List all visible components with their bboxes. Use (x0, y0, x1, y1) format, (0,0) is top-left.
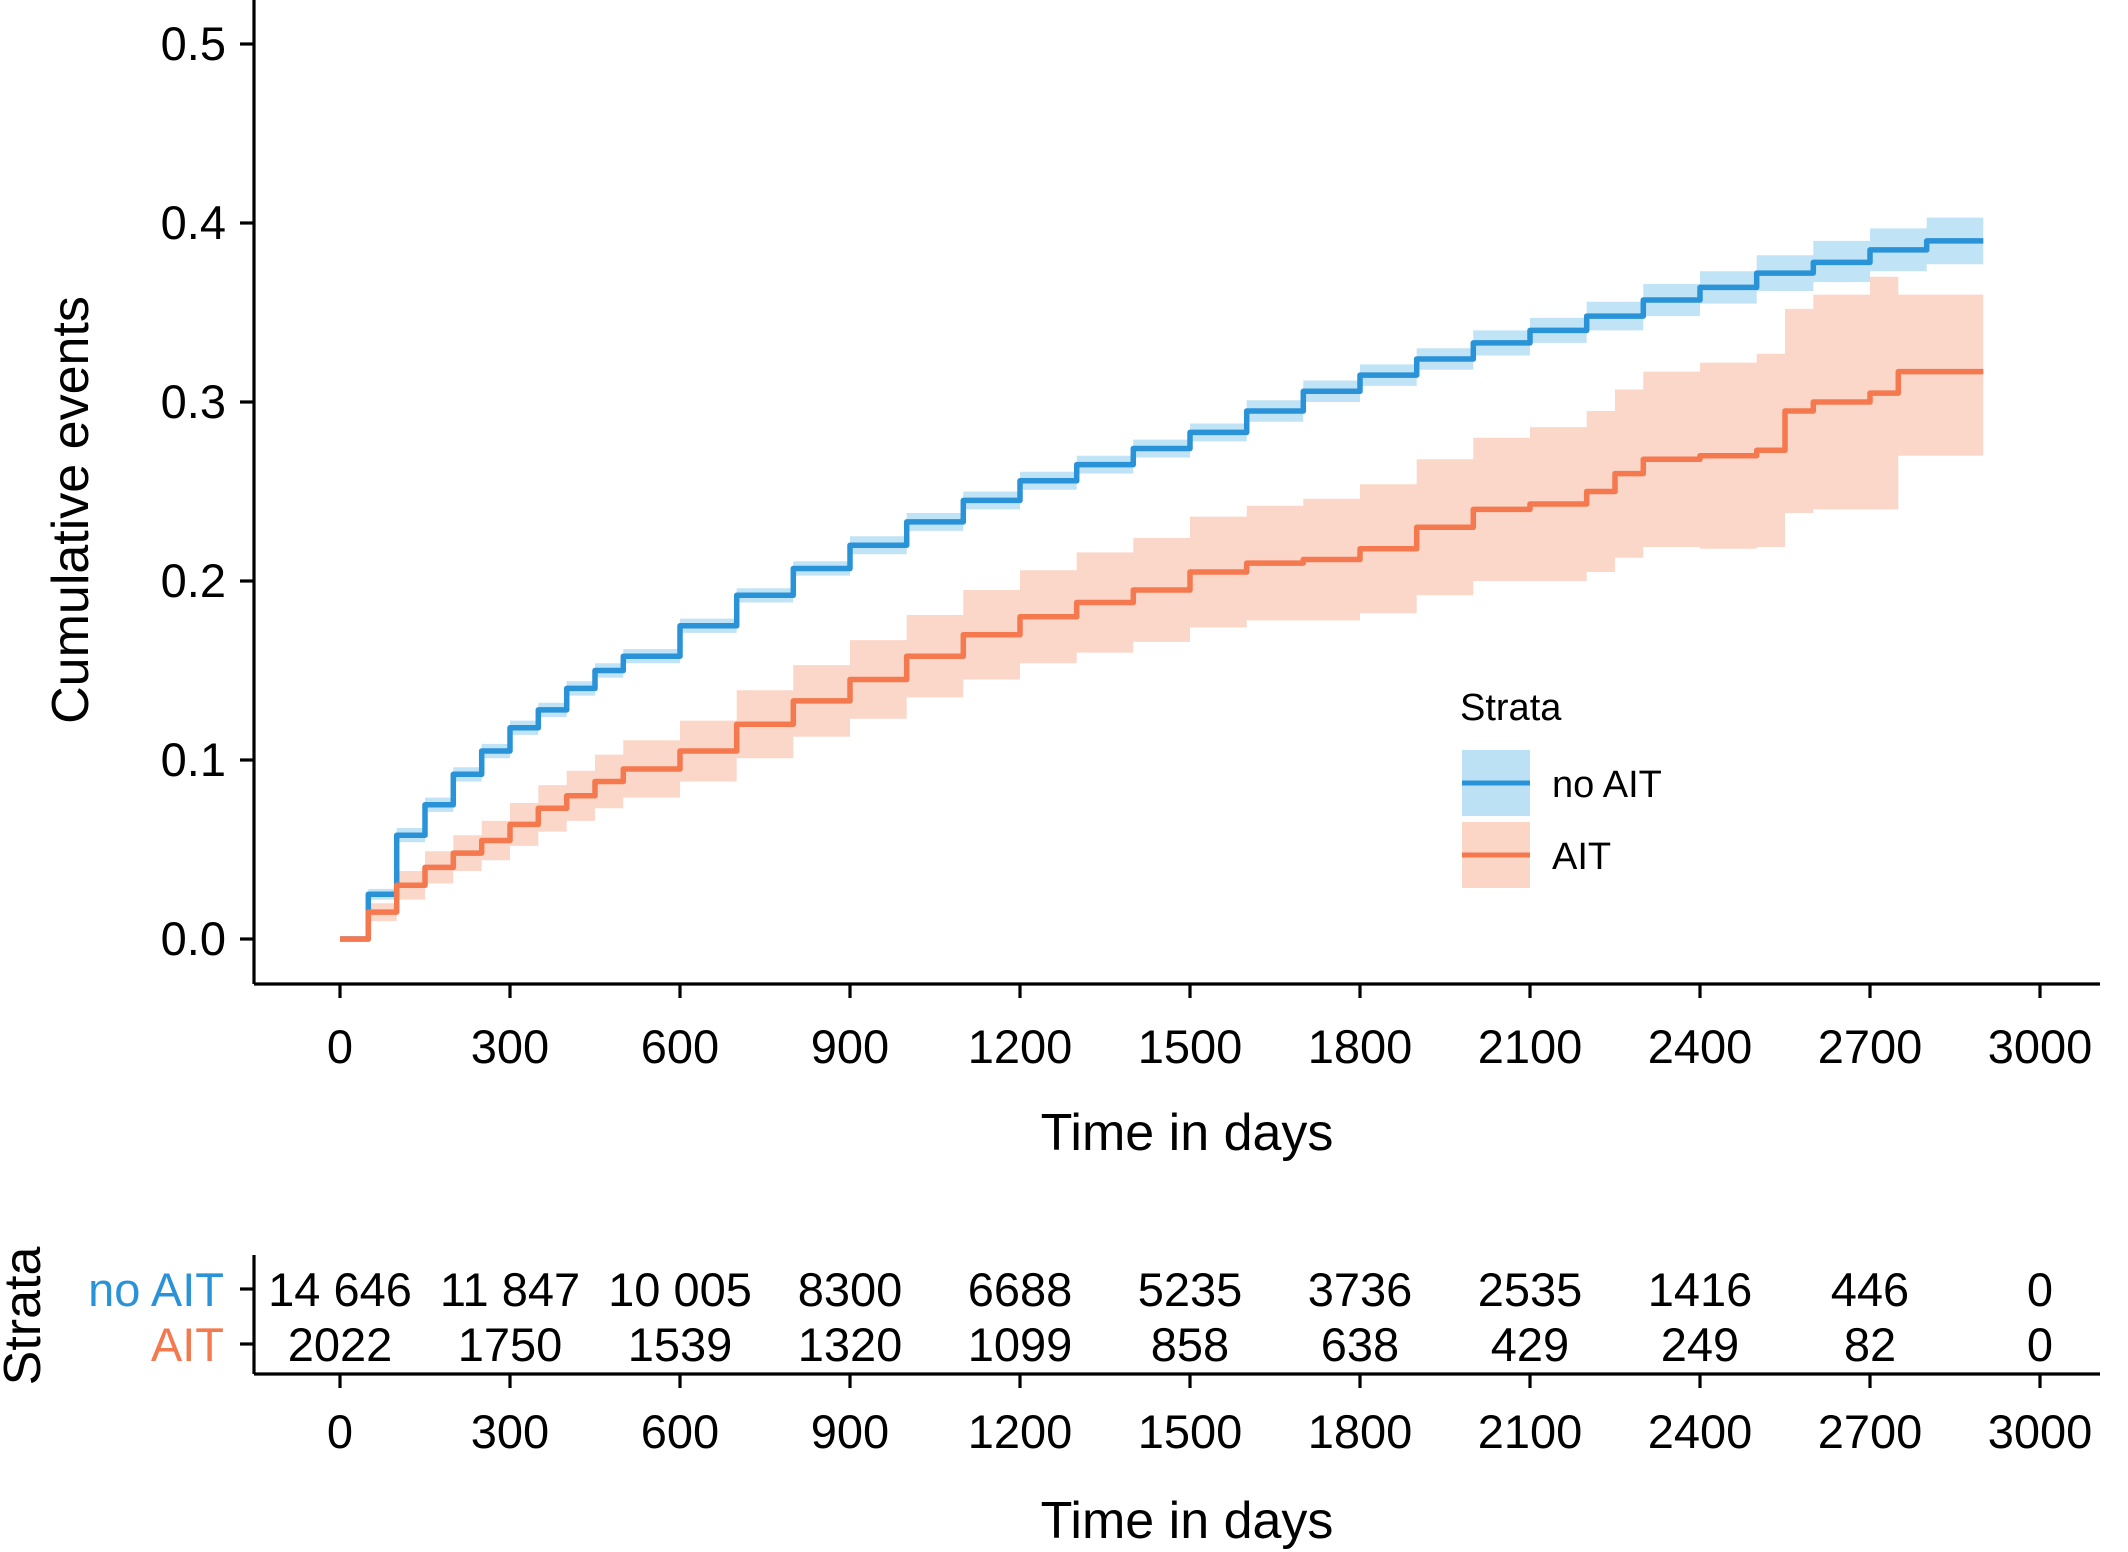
risk-value-ait: 1320 (798, 1318, 903, 1371)
x-tick-label: 1500 (1138, 1020, 1243, 1073)
risk-table-x-ticks: 0 300 600 900 1200 1500 1800 2100 2400 2700 3000 (327, 1374, 2092, 1458)
x-tick-label: 3000 (1988, 1020, 2093, 1073)
risk-value-ait: 249 (1661, 1318, 1739, 1371)
x-tick-label: 1200 (968, 1020, 1073, 1073)
risk-x-tick-label: 600 (641, 1405, 719, 1458)
risk-x-tick-label: 1800 (1308, 1405, 1413, 1458)
risk-x-tick-label: 1500 (1138, 1405, 1243, 1458)
risk-value-no-ait: 0 (2027, 1263, 2053, 1316)
y-tick-label: 0.5 (161, 17, 226, 70)
y-tick-label: 0.2 (161, 554, 226, 607)
legend-title: Strata (1460, 687, 1562, 729)
x-tick-label: 2100 (1478, 1020, 1583, 1073)
risk-value-no-ait: 5235 (1138, 1263, 1243, 1316)
x-tick-label: 600 (641, 1020, 719, 1073)
risk-value-ait: 429 (1491, 1318, 1569, 1371)
risk-x-tick-label: 2100 (1478, 1405, 1583, 1458)
y-tick-label: 0.0 (161, 912, 226, 965)
x-axis-ticks: 0 300 600 900 1200 1500 1800 2100 2400 2700 3000 (327, 984, 2092, 1073)
risk-value-no-ait: 10 005 (608, 1263, 752, 1316)
band-ait (340, 276, 1984, 939)
legend-label-ait: AIT (1552, 836, 1611, 878)
x-tick-label: 1800 (1308, 1020, 1413, 1073)
risk-x-tick-label: 1200 (968, 1405, 1073, 1458)
risk-value-no-ait: 3736 (1308, 1263, 1413, 1316)
risk-row-label-ait: AIT (151, 1318, 224, 1371)
risk-value-no-ait: 8300 (798, 1263, 903, 1316)
x-axis-title: Time in days (1041, 1104, 1334, 1162)
risk-value-no-ait: 14 646 (268, 1263, 412, 1316)
confidence-bands (340, 217, 1984, 940)
risk-x-tick-label: 300 (471, 1405, 549, 1458)
risk-value-ait: 638 (1321, 1318, 1399, 1371)
risk-table-values: 14 646 11 847 10 005 8300 6688 5235 3736 2535 14… (268, 1263, 2053, 1371)
risk-row-label-no-ait: no AIT (88, 1263, 224, 1316)
y-tick-label: 0.1 (161, 733, 226, 786)
legend: Strata no AIT AIT (1460, 687, 1662, 888)
risk-x-tick-label: 2700 (1818, 1405, 1923, 1458)
line-no-ait (340, 238, 1984, 942)
risk-value-ait: 1539 (628, 1318, 733, 1371)
x-tick-label: 2700 (1818, 1020, 1923, 1073)
risk-value-ait: 82 (1844, 1318, 1896, 1371)
risk-x-tick-label: 0 (327, 1405, 353, 1458)
line-ait (340, 368, 1984, 942)
risk-value-ait: 0 (2027, 1318, 2053, 1371)
risk-x-tick-label: 3000 (1988, 1405, 2093, 1458)
risk-value-ait: 1750 (458, 1318, 563, 1371)
risk-value-no-ait: 1416 (1648, 1263, 1753, 1316)
y-axis-title: Cumulative events (42, 296, 100, 724)
y-tick-label: 0.3 (161, 375, 226, 428)
risk-value-ait: 2022 (288, 1318, 393, 1371)
y-tick-label: 0.4 (161, 196, 226, 249)
risk-value-no-ait: 446 (1831, 1263, 1909, 1316)
risk-value-no-ait: 11 847 (440, 1263, 580, 1316)
x-tick-label: 2400 (1648, 1020, 1753, 1073)
risk-value-ait: 858 (1151, 1318, 1229, 1371)
risk-value-no-ait: 6688 (968, 1263, 1073, 1316)
risk-x-tick-label: 2400 (1648, 1405, 1753, 1458)
risk-table: no AIT AIT 14 646 11 847 10 005 8300 6688 523… (0, 1247, 2100, 1550)
risk-x-tick-label: 900 (811, 1405, 889, 1458)
y-axis-ticks: 0.0 0.1 0.2 0.3 0.4 0.5 (161, 17, 254, 965)
x-tick-label: 0 (327, 1020, 353, 1073)
cumulative-events-plot: 0.0 0.1 0.2 0.3 0.4 0.5 0 300 600 900 1200 1500 180… (42, 0, 2100, 1162)
risk-value-no-ait: 2535 (1478, 1263, 1583, 1316)
legend-label-no-ait: no AIT (1552, 764, 1662, 806)
x-tick-label: 900 (811, 1020, 889, 1073)
risk-value-ait: 1099 (968, 1318, 1073, 1371)
risk-table-x-axis-title: Time in days (1041, 1492, 1334, 1550)
x-tick-label: 300 (471, 1020, 549, 1073)
risk-table-y-axis-title: Strata (0, 1247, 52, 1386)
series-lines (340, 238, 1984, 942)
